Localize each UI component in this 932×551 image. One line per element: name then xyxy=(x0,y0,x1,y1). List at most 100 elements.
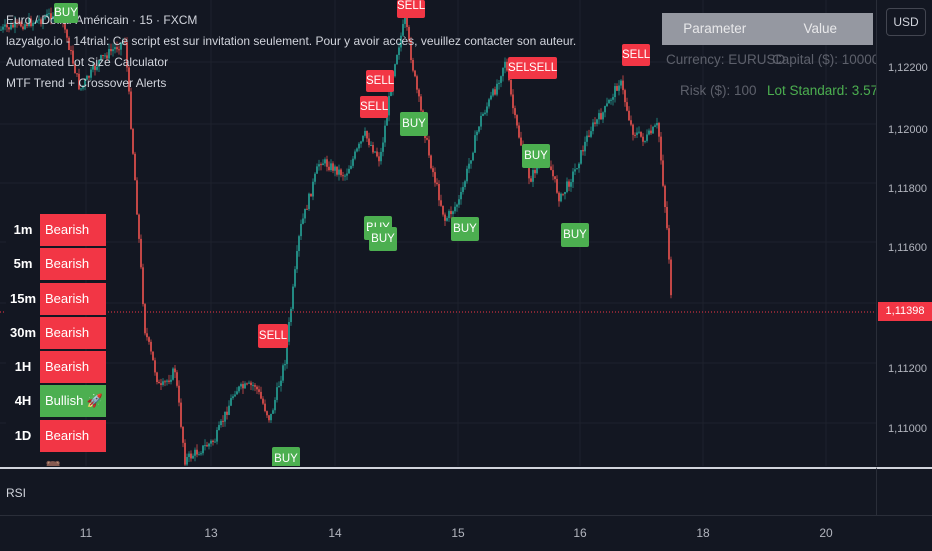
candle-body xyxy=(666,206,668,229)
candle-body xyxy=(532,170,534,182)
price-chart[interactable]: Euro / Dollar Américain · 15 · FXCM lazy… xyxy=(0,0,876,466)
candle-body xyxy=(140,238,142,268)
candle-body xyxy=(326,159,328,167)
time-axis[interactable]: 11 13 14 15 16 18 20 xyxy=(0,515,932,551)
candle-body xyxy=(136,180,138,215)
candle-body xyxy=(660,136,662,161)
candle-body xyxy=(32,22,34,27)
candle-body xyxy=(216,430,218,442)
time-tick: 20 xyxy=(819,526,833,540)
price-tick: 1,11800 xyxy=(888,183,927,195)
candle-body xyxy=(412,60,414,71)
candle-body xyxy=(6,24,8,28)
rsi-label[interactable]: RSI xyxy=(6,486,27,500)
candle-body xyxy=(246,383,248,385)
lot-size-table: Parameter Value xyxy=(662,13,873,45)
candle-body xyxy=(148,337,150,342)
header-value: Value xyxy=(803,21,838,36)
candle-body xyxy=(578,163,580,169)
candle-body xyxy=(300,223,302,237)
candle-body xyxy=(26,24,28,26)
candle-body xyxy=(200,453,202,455)
candle-body xyxy=(638,131,640,133)
risk-cell: Risk ($): 100 xyxy=(680,83,757,98)
candle-body xyxy=(466,168,468,182)
candle-body xyxy=(640,131,642,137)
candle-body xyxy=(16,21,18,23)
candle-body xyxy=(380,151,382,162)
candle-body xyxy=(438,183,440,201)
candle-body xyxy=(554,176,556,180)
candle-body xyxy=(228,405,230,415)
candle-body xyxy=(570,182,572,187)
candle-body xyxy=(282,365,284,381)
candle-body xyxy=(464,181,466,188)
candle-body xyxy=(72,50,74,64)
candle-body xyxy=(286,341,288,365)
indicator-lazyalgo[interactable]: lazyalgo.io - 14trial: Ce script est sur… xyxy=(6,34,577,48)
currency-button[interactable]: USD xyxy=(886,8,926,36)
candle-body xyxy=(10,24,12,30)
candle-body xyxy=(178,385,180,403)
mtf-timeframe: 30m xyxy=(6,316,40,349)
candle-body xyxy=(236,391,238,395)
candle-body xyxy=(108,49,110,59)
mtf-timeframe: 15m xyxy=(6,282,40,315)
header-parameter: Parameter xyxy=(683,21,747,36)
candle-body xyxy=(278,386,280,388)
indicator-lot-size[interactable]: Automated Lot Size Calculator xyxy=(6,55,169,69)
candle-body xyxy=(176,372,178,386)
lot-table-header: Parameter Value xyxy=(662,13,873,45)
candle-body xyxy=(164,381,166,383)
symbol-title[interactable]: Euro / Dollar Américain · 15 · FXCM xyxy=(6,13,198,27)
candle-body xyxy=(362,135,364,142)
indicator-mtf-trend[interactable]: MTF Trend + Crossover Alerts xyxy=(6,76,167,90)
candle-body xyxy=(458,199,460,205)
candle-body xyxy=(304,208,306,219)
candle-body xyxy=(632,124,634,135)
candle-body xyxy=(330,163,332,171)
price-axis[interactable] xyxy=(876,0,932,466)
candle-body xyxy=(514,108,516,116)
candle-body xyxy=(656,123,658,126)
candle-body xyxy=(378,156,380,162)
candle-body xyxy=(134,153,136,181)
candle-body xyxy=(170,379,172,382)
candle-body xyxy=(528,165,530,179)
candle-body xyxy=(404,16,406,24)
candle-body xyxy=(346,173,348,176)
candle-body xyxy=(368,138,370,146)
candlestick-chart[interactable] xyxy=(0,0,876,466)
candle-body xyxy=(312,181,314,197)
buy-signal: BUY xyxy=(522,144,550,168)
candle-body xyxy=(620,80,622,86)
candle-body xyxy=(308,193,310,210)
candle-body xyxy=(498,82,500,84)
candle-body xyxy=(566,181,568,192)
candle-body xyxy=(356,148,358,152)
candle-body xyxy=(428,139,430,156)
candle-body xyxy=(536,165,538,174)
candle-body xyxy=(98,60,100,67)
candle-body xyxy=(520,137,522,146)
candle-body xyxy=(338,169,340,175)
rsi-pane[interactable]: RSI xyxy=(0,467,876,517)
candle-body xyxy=(198,454,200,456)
candle-body xyxy=(244,383,246,389)
candle-body xyxy=(410,40,412,61)
candle-body xyxy=(50,13,52,20)
candle-body xyxy=(142,267,144,305)
candle-body xyxy=(386,115,388,126)
candle-body xyxy=(332,163,334,171)
candle-body xyxy=(452,211,454,215)
candle-body xyxy=(264,403,266,412)
candle-body xyxy=(46,13,48,18)
sell-signal: SELL xyxy=(397,0,425,18)
candle-body xyxy=(434,172,436,183)
candle-body xyxy=(436,182,438,184)
candle-body xyxy=(344,175,346,177)
candle-body xyxy=(650,130,652,134)
candle-body xyxy=(274,399,276,411)
candle-body xyxy=(474,135,476,153)
